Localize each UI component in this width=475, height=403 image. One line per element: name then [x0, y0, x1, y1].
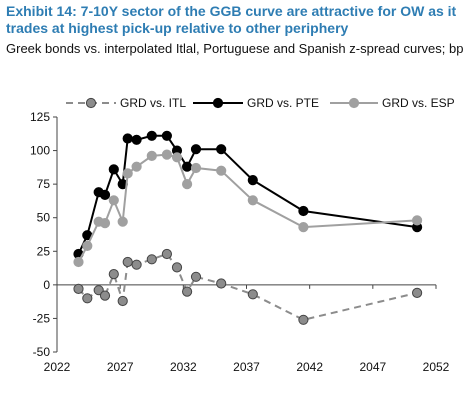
data-point [247, 195, 258, 206]
data-point [161, 130, 172, 141]
data-point [146, 150, 157, 161]
data-point [108, 269, 119, 280]
x-tick-label: 2052 [423, 360, 450, 374]
data-point [82, 240, 93, 251]
y-tick-label: 25 [37, 244, 51, 258]
chart-legend: GRD vs. ITL GRD vs. PTE GRD vs. ESP [66, 96, 455, 110]
y-tick-label: 0 [43, 278, 50, 292]
data-point [117, 216, 128, 227]
data-point [99, 218, 111, 229]
x-tick-label: 2047 [359, 360, 386, 374]
y-tick-label: -25 [33, 311, 51, 325]
data-point [216, 278, 227, 289]
data-point [190, 162, 202, 174]
data-point [82, 293, 93, 304]
data-point [131, 134, 142, 145]
data-point [182, 161, 193, 172]
chart-title: Exhibit 14: 7-10Y sector of the GGB curv… [6, 3, 457, 36]
legend-label: GRD vs. ITL [120, 96, 186, 110]
x-tick-label: 2022 [44, 360, 71, 374]
data-point [298, 222, 309, 233]
x-tick-label: 2032 [170, 360, 197, 374]
legend-label: GRD vs. PTE [247, 96, 319, 110]
data-point [99, 290, 111, 301]
data-point [161, 248, 172, 260]
legend-swatch-marker [212, 97, 224, 109]
data-point [161, 149, 172, 160]
data-point [122, 256, 133, 268]
data-point [247, 289, 258, 300]
y-tick-label: -50 [33, 345, 51, 359]
y-tick-label: 100 [30, 144, 50, 158]
data-point [146, 130, 157, 141]
chart-series [73, 130, 423, 325]
data-point [171, 262, 183, 273]
data-point [108, 195, 119, 206]
x-tick-label: 2037 [233, 360, 260, 374]
legend-item-grd-vs-esp: GRD vs. ESP [330, 96, 455, 110]
data-point [99, 189, 111, 200]
chart-axes: -50 -25 0 25 50 75 100 125 2022 2027 2032 2037 2042 2… [30, 110, 450, 374]
series-grd-vs-pte [73, 130, 423, 260]
data-point [298, 205, 309, 217]
data-point [122, 133, 133, 144]
x-tick-label: 2027 [107, 360, 134, 374]
data-point [182, 179, 193, 190]
chart-subtitle: Greek bonds vs. interpolated Itlal, Port… [6, 41, 464, 56]
series-grd-vs-itl [73, 248, 423, 325]
legend-item-grd-vs-pte: GRD vs. PTE [193, 96, 319, 110]
data-point [131, 161, 142, 172]
legend-label: GRD vs. ESP [382, 96, 455, 110]
data-point [108, 164, 119, 175]
legend-item-grd-vs-itl: GRD vs. ITL [66, 96, 186, 110]
data-point [190, 144, 202, 155]
series-grd-vs-esp [73, 149, 423, 268]
data-point [216, 165, 227, 176]
data-point [412, 215, 423, 226]
data-point [73, 283, 84, 294]
y-tick-label: 75 [37, 177, 51, 191]
data-point [182, 286, 193, 297]
legend-swatch-marker [348, 97, 360, 109]
x-tick-label: 2042 [296, 360, 323, 374]
legend-swatch-marker [85, 97, 97, 109]
data-point [412, 287, 423, 298]
y-tick-label: 125 [30, 110, 50, 124]
data-point [131, 259, 142, 270]
data-point [122, 168, 133, 179]
series-line-grd-vs-itl [77, 252, 418, 321]
data-point [247, 175, 258, 186]
data-point [146, 254, 157, 265]
data-point [117, 295, 128, 307]
data-point [171, 152, 183, 163]
data-point [190, 271, 202, 282]
data-point [73, 256, 84, 268]
data-point [298, 314, 309, 325]
data-point [216, 144, 227, 155]
y-tick-label: 50 [37, 211, 51, 225]
